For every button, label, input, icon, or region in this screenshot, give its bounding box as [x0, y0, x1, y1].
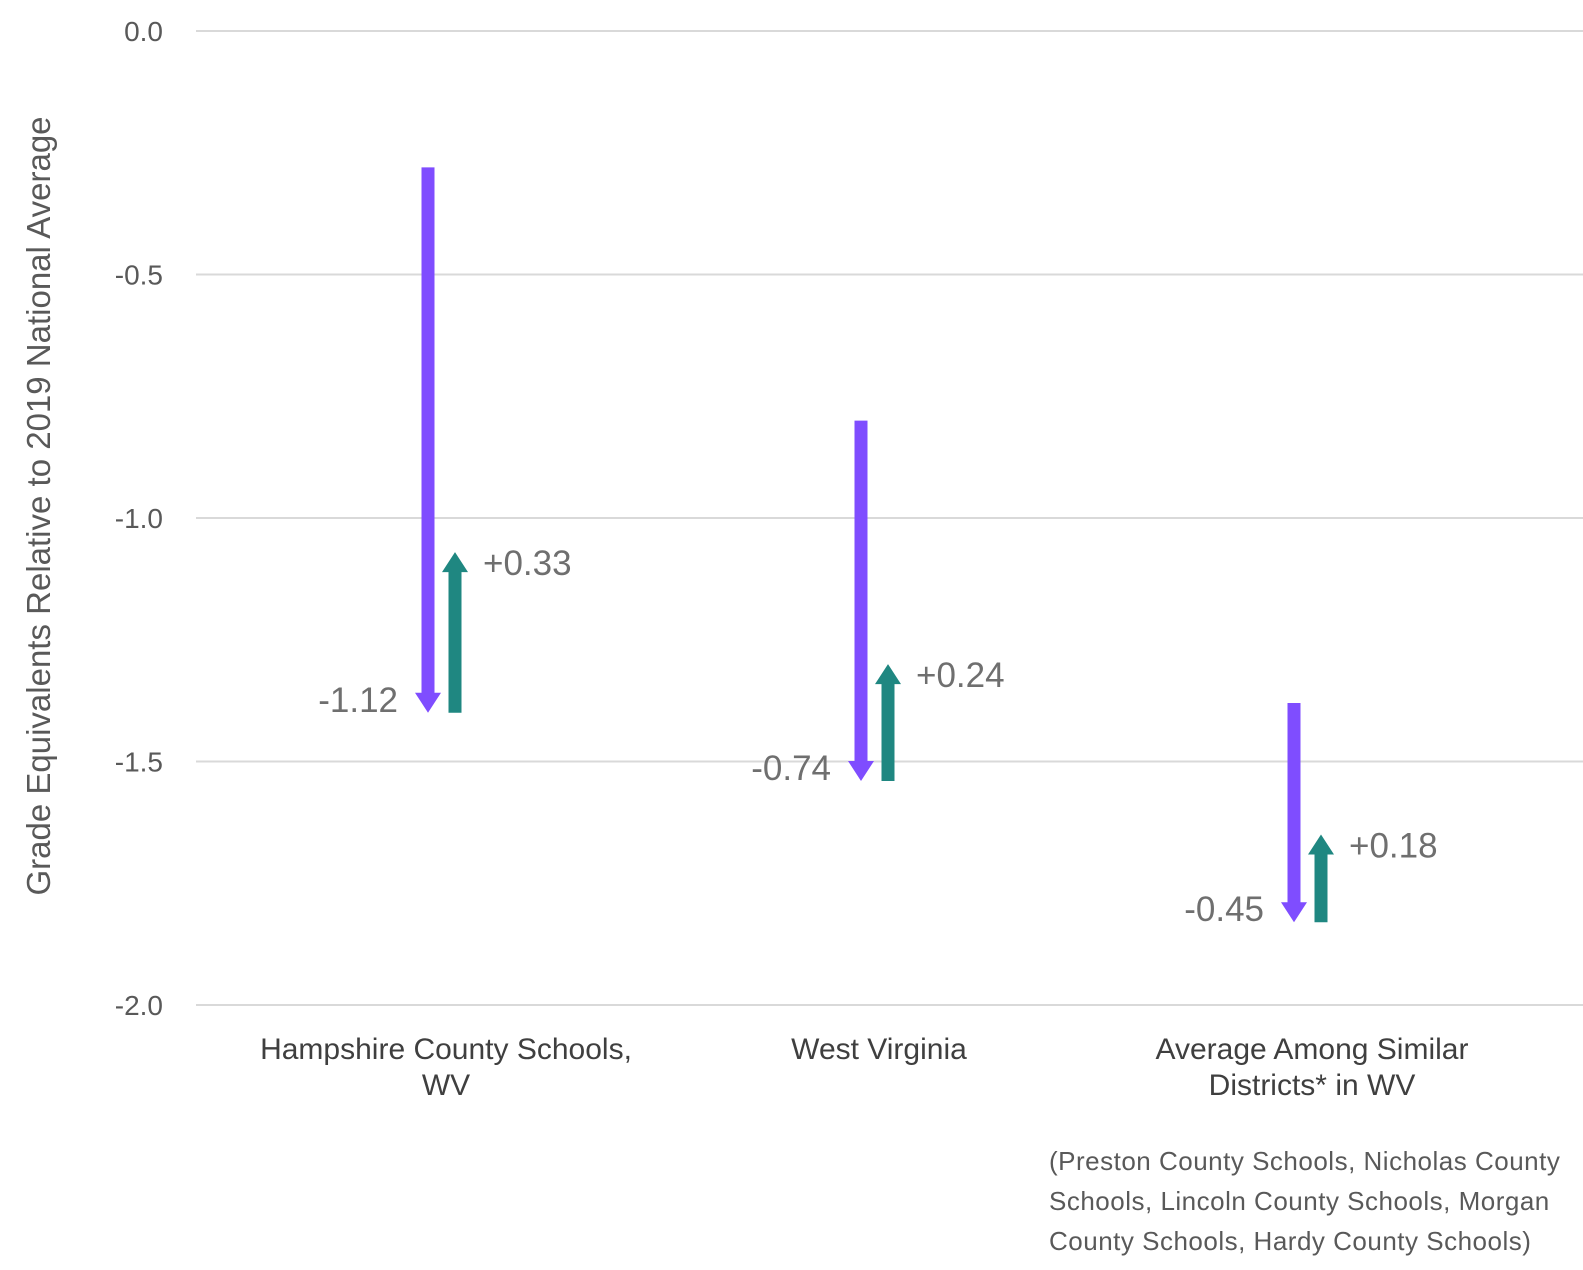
- data-label: -0.74: [751, 749, 831, 788]
- data-label: -1.12: [318, 681, 398, 720]
- footnote: (Preston County Schools, Nicholas County…: [1049, 1146, 1560, 1256]
- data-label: +0.33: [483, 544, 572, 583]
- decline-arrow: [1281, 703, 1307, 923]
- y-tick-label: -0.5: [115, 260, 163, 291]
- category-labels: Hampshire County Schools,WV West Virginia…: [260, 1033, 1468, 1102]
- category-label: West Virginia: [791, 1033, 967, 1066]
- y-tick-label: -2.0: [115, 990, 163, 1021]
- decline-arrow: [848, 420, 874, 781]
- data-label: -0.45: [1184, 890, 1264, 929]
- category-label: Hampshire County Schools,: [260, 1033, 632, 1066]
- y-axis-label: Grade Equivalents Relative to 2019 Natio…: [20, 116, 57, 895]
- data-label: +0.18: [1349, 827, 1438, 866]
- decline-arrow: [415, 167, 441, 713]
- recovery-arrow: [875, 664, 901, 781]
- y-axis-ticks: 0.0 -0.5 -1.0 -1.5 -2.0: [115, 16, 163, 1021]
- category-label: WV: [422, 1069, 470, 1102]
- recovery-arrow: [442, 552, 468, 713]
- recovery-arrow: [1308, 834, 1334, 923]
- y-tick-label: -1.0: [115, 503, 163, 534]
- category-label: Districts* in WV: [1209, 1069, 1416, 1102]
- category-label: Average Among Similar: [1156, 1033, 1469, 1066]
- y-tick-label: 0.0: [124, 16, 163, 47]
- footnote-line: Schools, Lincoln County Schools, Morgan: [1049, 1186, 1550, 1216]
- arrows: -1.12 -0.74 -0.45 +0.33 +0.24 +0.18: [318, 167, 1438, 929]
- y-tick-label: -1.5: [115, 747, 163, 778]
- footnote-line: County Schools, Hardy County Schools): [1049, 1226, 1531, 1256]
- footnote-line: (Preston County Schools, Nicholas County: [1049, 1146, 1560, 1176]
- data-label: +0.24: [916, 656, 1005, 695]
